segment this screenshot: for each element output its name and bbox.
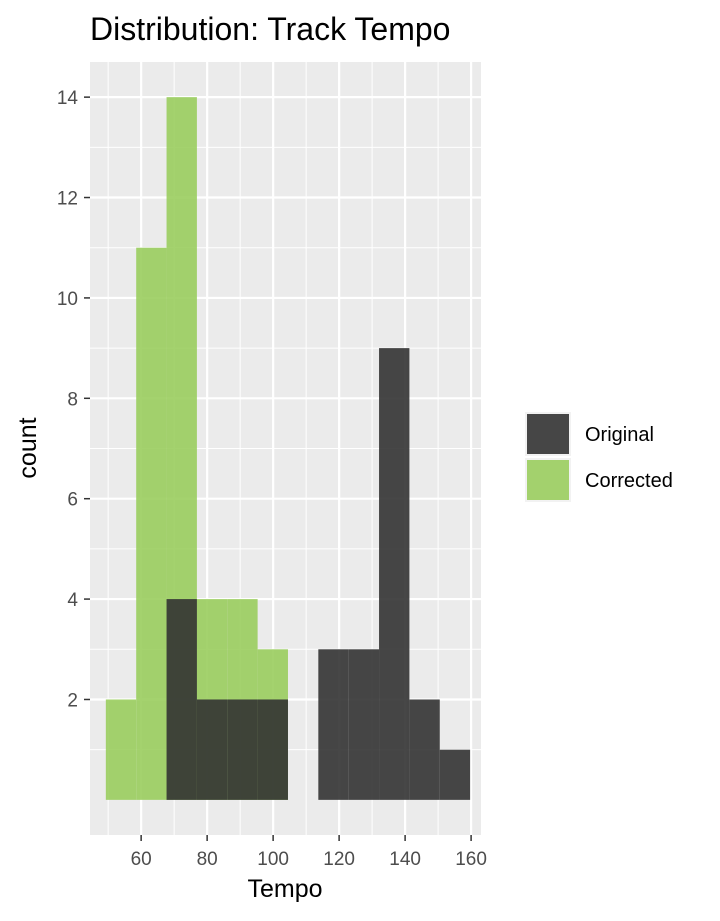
bar-original (348, 649, 380, 800)
histogram-bars (105, 97, 471, 800)
y-tick-label: 14 (57, 88, 79, 109)
legend-label: Original (585, 424, 654, 446)
y-tick-label: 2 (67, 690, 78, 711)
legend-item-original: Original (525, 412, 654, 456)
x-tick-label: 60 (131, 849, 152, 870)
bar-original (318, 649, 349, 800)
bar-original (409, 699, 440, 800)
chart-title: Distribution: Track Tempo (90, 11, 450, 47)
x-tick-label: 160 (455, 849, 487, 870)
legend-item-corrected: Corrected (525, 458, 673, 502)
bar-corrected (105, 699, 137, 800)
legend-label: Corrected (585, 470, 673, 492)
series-original (166, 348, 471, 800)
bar-original (379, 348, 410, 800)
bar-original (257, 699, 288, 800)
y-tick-label: 10 (57, 289, 78, 310)
y-axis-title: count (14, 417, 42, 478)
x-tick-label: 80 (197, 849, 218, 870)
axes: 60 80 100 120 140 160 2 4 6 8 10 12 14 (57, 88, 487, 870)
x-tick-label: 140 (389, 849, 421, 870)
legend-swatch (527, 460, 569, 500)
bar-original (439, 749, 471, 800)
y-tick-label: 6 (67, 490, 78, 511)
y-tick-label: 4 (67, 590, 78, 611)
legend-swatch (527, 414, 569, 454)
legend: Original Corrected (525, 412, 673, 502)
bar-original (227, 699, 258, 800)
x-tick-label: 120 (323, 849, 355, 870)
y-tick-label: 8 (67, 389, 78, 410)
x-axis-title: Tempo (247, 875, 322, 903)
y-tick-label: 12 (57, 189, 78, 210)
bar-corrected (136, 247, 167, 800)
x-tick-label: 100 (257, 849, 289, 870)
bar-original (166, 599, 197, 800)
bar-original (196, 699, 228, 800)
